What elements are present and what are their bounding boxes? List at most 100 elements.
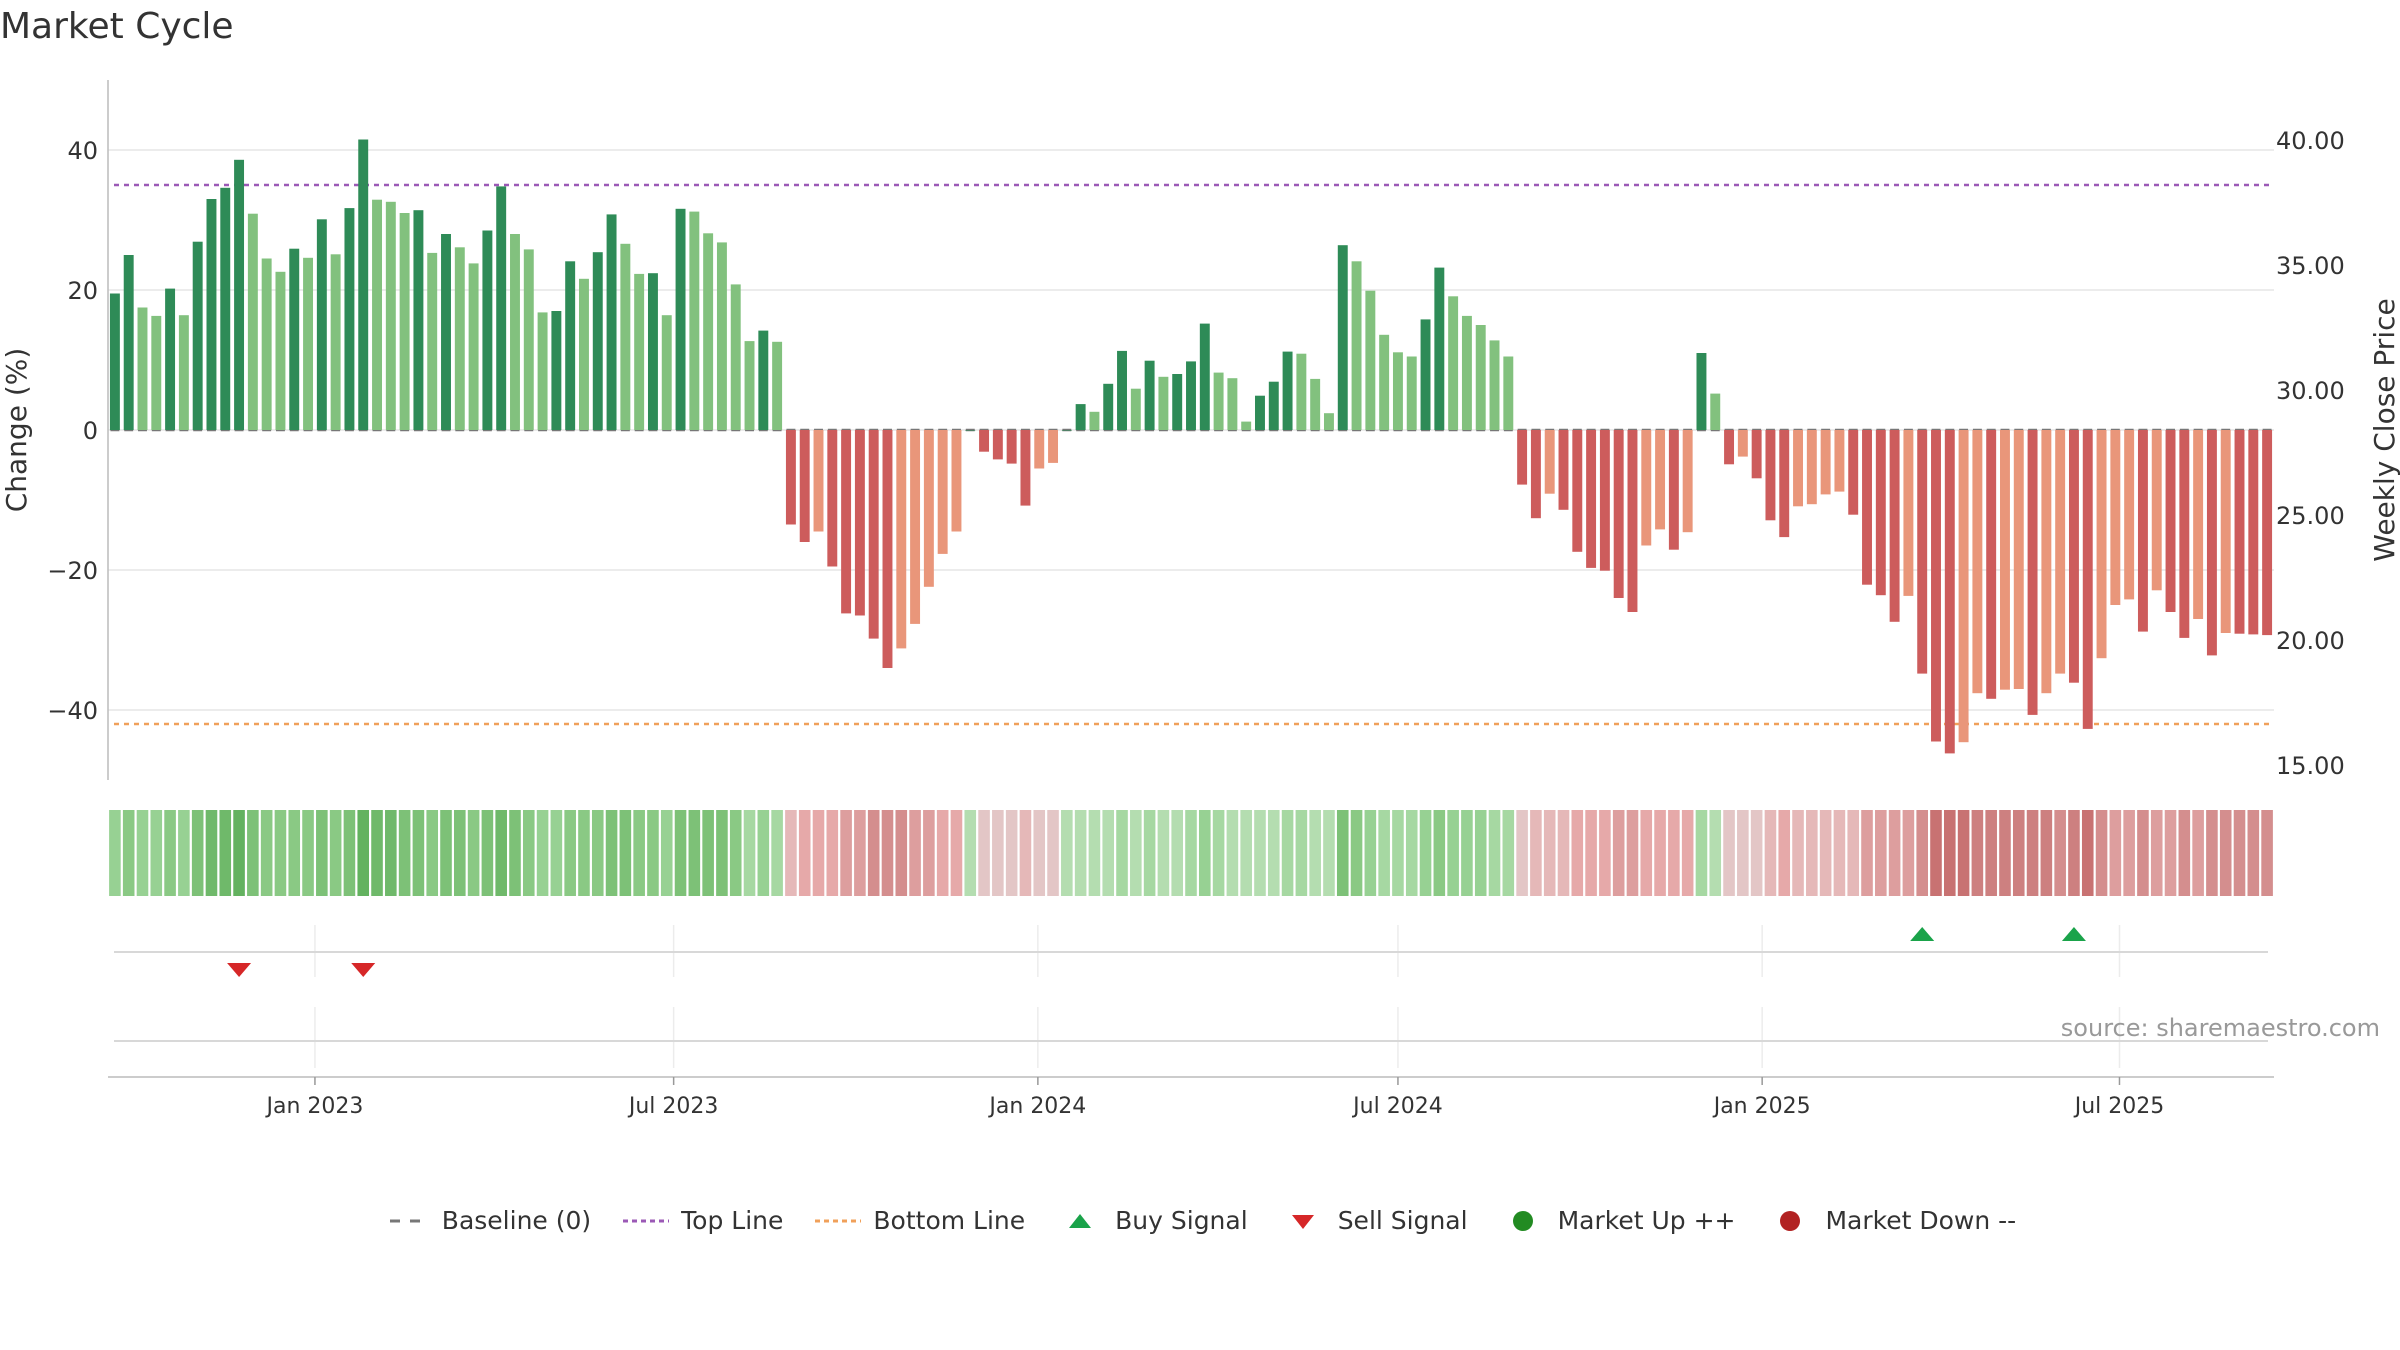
bar [854,430,865,616]
bar [1875,430,1886,596]
bar [1255,395,1265,430]
heat-cell [840,810,852,896]
x-tick-label: Jan 2023 [264,1094,363,1119]
circle-icon [1780,1210,1801,1231]
bar [220,187,231,430]
heat-cell [1806,810,1818,896]
bar [675,208,686,430]
bar [1420,319,1431,430]
bar [1089,411,1100,430]
heat-cell [1281,810,1294,896]
heat-cell [205,810,218,896]
triangle-down-icon [1291,1214,1314,1229]
heat-cell [1902,810,1915,896]
bar [1558,430,1569,510]
bar [2193,430,2204,619]
bar [1724,430,1735,465]
heat-cell [343,810,356,896]
heat-cell [2054,810,2066,896]
heat-cell [688,810,701,896]
heat-cell [1061,810,1073,896]
heat-cell [1709,810,1722,896]
heat-cell [1378,810,1390,896]
bar [1641,430,1652,546]
heat-cell [1612,810,1625,896]
heat-cell [1295,810,1308,896]
heat-cell [288,810,301,896]
heat-cell [1943,810,1956,896]
heat-cell [909,810,921,896]
bar [1434,267,1445,430]
bar [634,273,645,430]
bar [2096,430,2107,659]
heat-cell [881,810,894,896]
bar [2110,430,2121,605]
bar [813,430,824,532]
heat-cell [1750,810,1763,896]
heat-cell [1971,810,1984,896]
bar [827,430,838,567]
heat-cell [812,810,825,896]
heat-cell [1199,810,1211,896]
bar [1986,430,1997,699]
bar [882,430,893,668]
bar [1117,350,1127,430]
bar [841,430,852,614]
bar [1834,430,1845,492]
bar [1461,315,1472,430]
heat-cell [1364,810,1377,896]
legend-item: Sell Signal [1280,1206,1468,1235]
bar [1889,430,1900,622]
heat-cell [605,810,618,896]
heat-cell [1516,810,1528,896]
bar [1406,356,1417,430]
heat-cell [1502,810,1515,896]
bar [316,219,327,430]
bar [606,214,617,430]
heat-cell [136,810,149,896]
heat-cell [1116,810,1128,896]
bar [2137,430,2148,632]
heat-cell [109,810,121,896]
heat-cell [591,810,604,896]
heat-cell [1723,810,1735,896]
heat-cell [1557,810,1570,896]
heat-cell [716,810,728,896]
bar [896,430,907,649]
legend-item: Bottom Line [815,1206,1025,1235]
legend-item: Baseline (0) [384,1206,591,1235]
dotted-orange-icon [815,1219,862,1222]
bar [1903,430,1914,596]
bar [1296,353,1307,430]
bar [482,230,493,430]
bar [2055,430,2066,674]
y2-tick-label: 20.00 [2276,627,2345,655]
y2-tick-label: 25.00 [2276,502,2345,530]
heat-cell [771,810,783,896]
bar [1917,430,1928,674]
heat-cell [522,810,535,896]
heat-cell [1447,810,1459,896]
bar [551,311,562,430]
bar [1668,430,1679,550]
heat-cell [1088,810,1101,896]
heat-cell [2178,810,2191,896]
heat-cell [1916,810,1928,896]
bar [1655,430,1666,530]
heat-cell [1102,810,1115,896]
bar [1034,430,1045,469]
heat-cell [1695,810,1708,896]
heat-cell [385,810,397,896]
heat-cell [509,810,521,896]
bar [1006,430,1017,464]
heat-cell [936,810,949,896]
bar [1310,378,1321,430]
circle-icon [1512,1210,1533,1231]
heat-cell [371,810,383,896]
heat-cell [1474,810,1487,896]
heat-cell [2150,810,2163,896]
heat-cell [2233,810,2246,896]
bar [2248,430,2259,635]
heat-cell [1861,810,1873,896]
bar [1020,430,1031,506]
